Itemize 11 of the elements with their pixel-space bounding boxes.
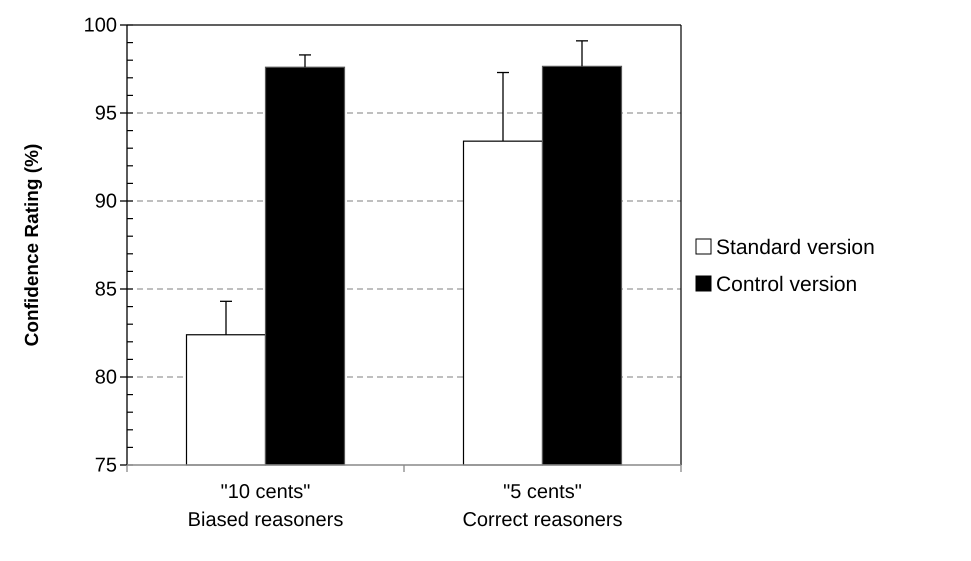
y-tick-label: 80 [94, 366, 117, 388]
y-tick-label: 85 [94, 278, 117, 300]
legend-label: Standard version [716, 236, 875, 259]
y-axis-title: Confidence Rating (%) [22, 144, 43, 346]
y-tick-label: 100 [84, 14, 117, 36]
legend-label: Control version [716, 273, 858, 296]
x-tick-label: "10 cents" Biased reasoners [188, 481, 344, 531]
y-tick-label: 95 [94, 102, 117, 124]
y-tick-label: 90 [94, 190, 117, 212]
x-tick-label: "5 cents" Correct reasoners [462, 481, 623, 531]
y-tick-label: 75 [94, 454, 117, 476]
